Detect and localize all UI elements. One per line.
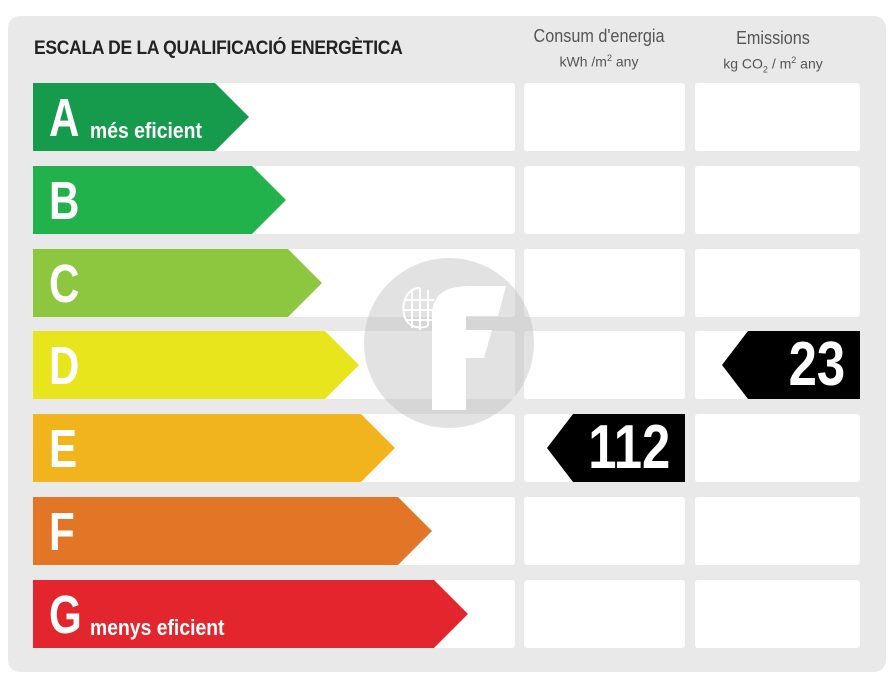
energy-cell-g (524, 580, 685, 648)
class-arrow-e: E (33, 414, 395, 482)
page-title: ESCALA DE LA QUALIFICACIÓ ENERGÈTICA (34, 38, 403, 59)
energy-rating-marker: 112 (547, 414, 685, 482)
emissions-column-unit: kg CO2 / m2 any (723, 55, 823, 75)
emissions-cell-c (695, 249, 860, 317)
watermark-logo (364, 258, 534, 428)
energy-column-unit: kWh /m2 any (559, 53, 639, 70)
class-letter: E (49, 419, 78, 479)
class-arrow-f: F (33, 497, 432, 565)
class-note: més eficient (90, 118, 202, 143)
emissions-rating-marker: 23 (722, 331, 860, 399)
f-logo-icon (432, 286, 506, 410)
class-letter: F (49, 502, 75, 562)
emissions-cell-g (695, 580, 860, 648)
class-letter: D (49, 336, 80, 396)
globe-icon (402, 287, 436, 330)
emissions-rating-marker-value: 23 (788, 330, 846, 399)
class-arrow-b: B (33, 166, 286, 234)
energy-column-title: Consum d'energia (533, 26, 665, 46)
class-letter: C (49, 254, 80, 314)
class-letter: B (49, 171, 80, 231)
class-note: menys eficient (90, 615, 225, 640)
energy-column-header: Consum d'energia kWh /m2 any (524, 26, 674, 70)
energy-cell-c (524, 249, 685, 317)
emissions-column-header: Emissions kg CO2 / m2 any (698, 28, 848, 74)
energy-cell-f (524, 497, 685, 565)
emissions-cell-a (695, 83, 860, 151)
energy-cell-a (524, 83, 685, 151)
class-letter: A (49, 88, 80, 148)
emissions-column-title: Emissions (736, 28, 810, 48)
class-arrow-d: D (33, 331, 359, 399)
class-arrow-c: C (33, 249, 322, 317)
emissions-cell-e (695, 414, 860, 482)
emissions-cell-b (695, 166, 860, 234)
energy-cell-d (524, 331, 685, 399)
energy-rating-marker-value: 112 (588, 413, 671, 482)
class-letter: G (49, 585, 82, 645)
energy-cell-b (524, 166, 685, 234)
emissions-cell-f (695, 497, 860, 565)
